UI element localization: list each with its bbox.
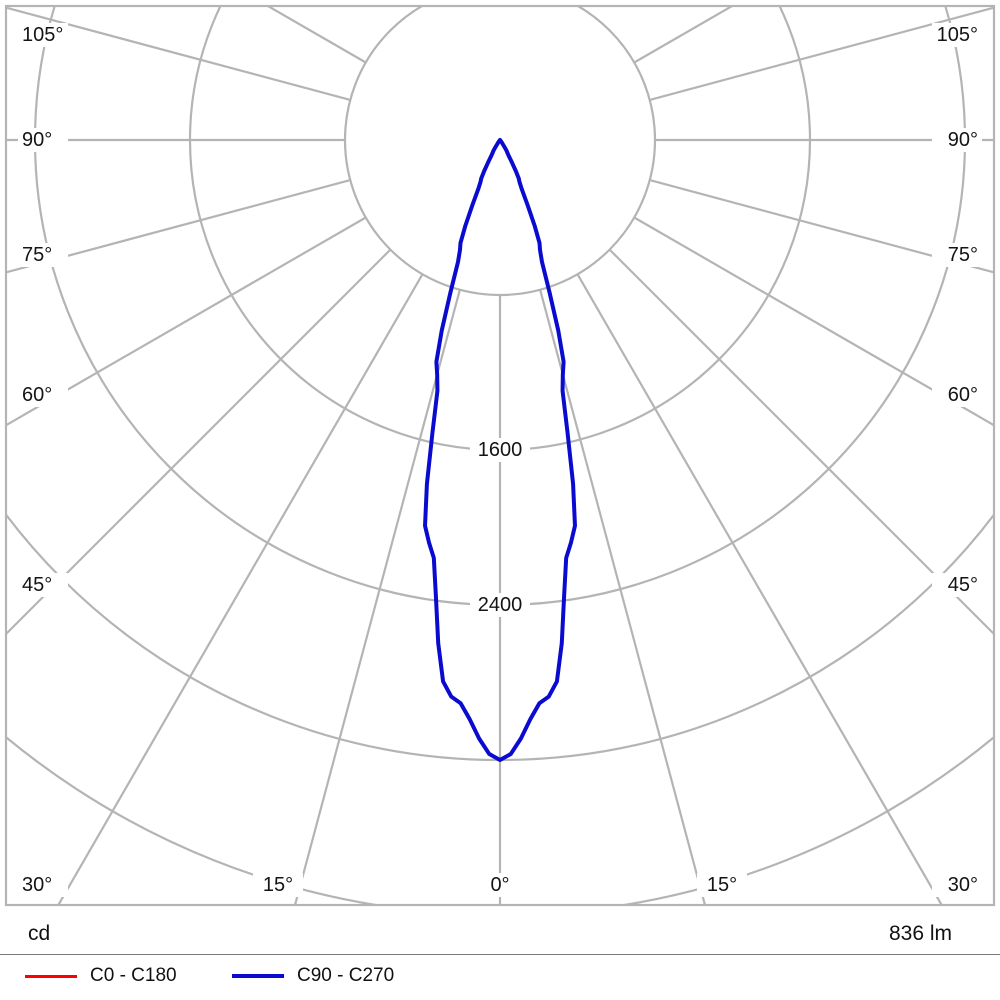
grid-radial-75deg <box>649 179 994 274</box>
angle-label: 60° <box>948 384 978 406</box>
grid-radial--105deg <box>6 6 351 101</box>
angle-label: 75° <box>22 244 52 266</box>
ring-label-bg <box>470 438 530 462</box>
angle-label: 30° <box>948 874 978 896</box>
grid-radial--75deg <box>6 179 351 274</box>
luminous-flux-label: 836 lm <box>888 922 952 945</box>
grid-radial--30deg <box>57 273 424 905</box>
footer-divider <box>0 954 1000 955</box>
angle-label-bg <box>18 573 68 597</box>
grid-radial-105deg <box>649 6 994 101</box>
angle-label: 45° <box>948 574 978 596</box>
polar-chart: 105° 90° 75° 60° 45° 30° 105° 90° 75° 60° 45° 30° 15… <box>4 4 996 907</box>
legend: C0 - C180 C90 - C270 <box>0 955 1000 999</box>
angle-label: 75° <box>948 244 978 266</box>
ring-label-bg <box>470 593 530 617</box>
angle-label-bg <box>18 23 68 47</box>
angle-label: 90° <box>948 129 978 151</box>
angle-label: 15° <box>263 874 293 896</box>
legend-label-c0-c180: C0 - C180 <box>90 965 177 986</box>
grid-radial--60deg <box>6 216 367 427</box>
angle-label-bg <box>932 243 982 267</box>
angle-label-bg <box>932 383 982 407</box>
angle-label: 0° <box>490 874 509 896</box>
grid-radial-30deg <box>576 273 943 905</box>
ring-value-label: 1600 <box>478 439 523 461</box>
angle-label-bg <box>475 873 525 897</box>
legend-item-c0-c180: C0 - C180 <box>25 955 177 997</box>
angle-label-bg <box>932 873 982 897</box>
grid-radial-45deg <box>608 248 994 636</box>
angle-label-bg <box>253 873 303 897</box>
angle-label: 15° <box>707 874 737 896</box>
angle-label-bg <box>932 573 982 597</box>
angle-label: 60° <box>22 384 52 406</box>
angle-label: 30° <box>22 874 52 896</box>
angle-label: 105° <box>937 24 978 46</box>
grid-radial-60deg <box>633 216 994 427</box>
angle-label: 45° <box>22 574 52 596</box>
angle-label-bg <box>932 128 982 152</box>
legend-item-c90-c270: C90 - C270 <box>232 955 394 997</box>
angle-label: 105° <box>22 24 63 46</box>
grid-radial--45deg <box>6 248 392 636</box>
angle-label-bg <box>932 23 982 47</box>
angle-label-bg <box>18 243 68 267</box>
plot-border <box>4 4 996 907</box>
legend-swatch-blue-line <box>232 974 284 978</box>
grid-radial--15deg <box>293 289 461 905</box>
footer-info-row: cd 836 lm <box>0 920 1000 948</box>
angle-label-bg <box>18 383 68 407</box>
grid-radial-15deg <box>539 289 707 905</box>
angle-label-bg <box>697 873 747 897</box>
intensity-unit-label: cd <box>28 922 51 945</box>
grid-ring-800 <box>343 6 657 297</box>
angle-label: 90° <box>22 129 52 151</box>
legend-label-c90-c270: C90 - C270 <box>297 965 395 986</box>
ring-value-label: 2400 <box>478 594 523 616</box>
legend-swatch-red-line <box>25 974 77 978</box>
curve-c90-c270 <box>423 138 577 762</box>
chart-footer: cd 836 lm C0 - C180 C90 - C270 <box>0 908 1000 1000</box>
angle-label-bg <box>18 873 68 897</box>
angle-label-bg <box>18 128 68 152</box>
